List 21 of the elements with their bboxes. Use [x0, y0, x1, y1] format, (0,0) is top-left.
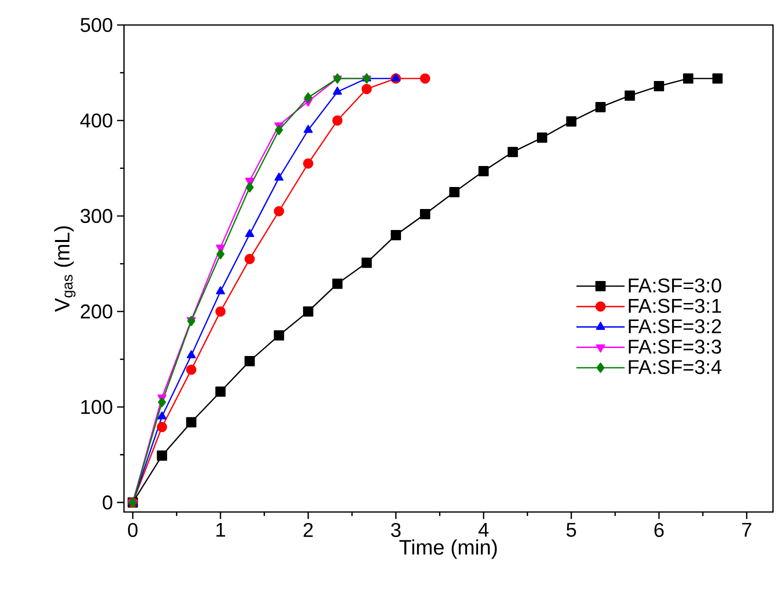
y-tick-label: 300: [80, 208, 112, 224]
x-tick-label: 1: [216, 522, 226, 537]
y-tick-label: 400: [80, 113, 112, 128]
x-tick-label: 5: [566, 522, 576, 537]
y-axis-title: V$_{gas}$ (mL): [54, 226, 76, 312]
legend-label: FA:SF=3:4: [628, 360, 722, 374]
legend-label: FA:SF=3:2: [628, 319, 721, 334]
y-tick-label: 500: [80, 18, 112, 32]
y-tick-label: 0: [102, 495, 112, 510]
x-tick-label: 6: [654, 522, 664, 538]
x-axis-title: Time (min): [399, 539, 497, 559]
legend-label: FA:SF=3:3: [628, 340, 722, 354]
x-tick-label: 4: [478, 522, 489, 537]
legend-label: FA:SF=3:1: [628, 298, 721, 313]
legend-label: FA:SF=3:0: [628, 278, 722, 293]
y-tick-label: 100: [81, 400, 112, 414]
x-tick-label: 0: [128, 522, 138, 538]
y-tick-label: 200: [80, 304, 112, 319]
x-tick-label: 2: [304, 522, 313, 537]
x-tick-label: 7: [742, 522, 752, 537]
x-tick-label: 3: [391, 522, 401, 538]
